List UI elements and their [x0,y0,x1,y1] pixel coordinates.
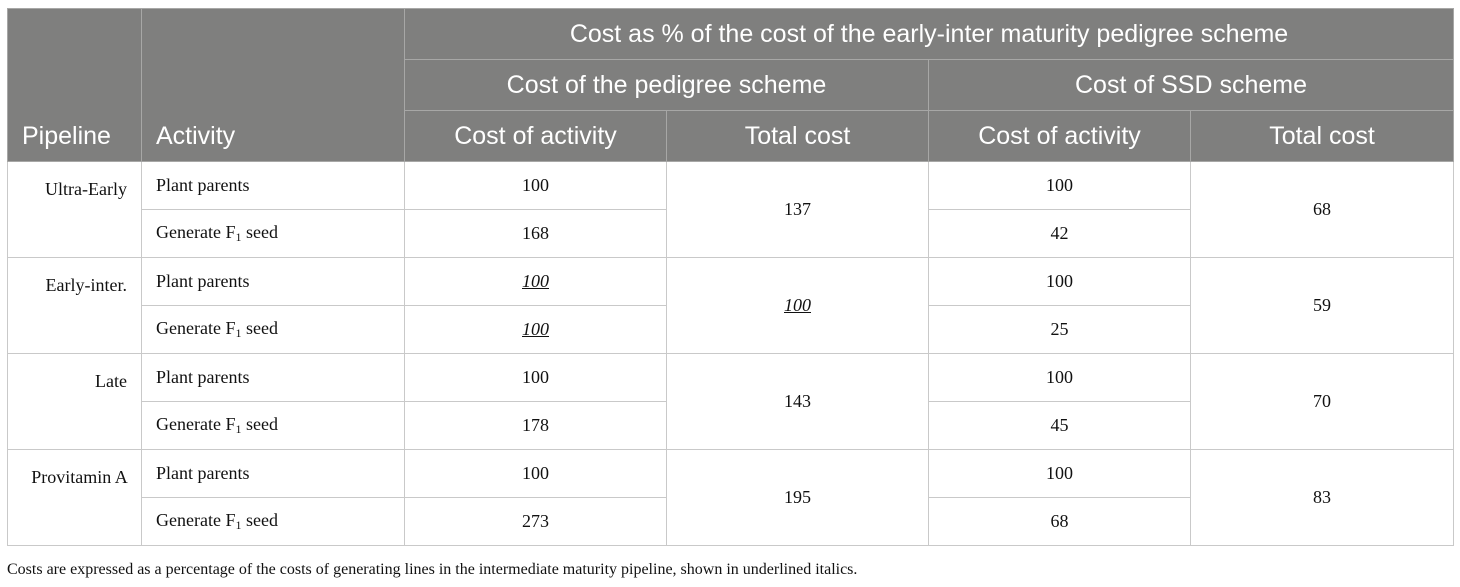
subscript: 1 [235,326,242,340]
ssd-total-cost: 70 [1189,353,1455,450]
ssd-activity-cost: 100 [928,161,1191,210]
pedigree-activity-cost: 100 [404,161,667,210]
ssd-activity-cost: 25 [928,305,1191,354]
pedigree-activity-cost: 273 [404,497,667,546]
activity-label-suffix: seed [241,414,278,434]
activity-cell: Generate F1 seed [141,401,405,450]
pipeline-cell: Ultra-Early [7,161,142,258]
ssd-total-cost: 68 [1189,161,1455,258]
ssd-activity-cost: 100 [928,257,1191,306]
subscript: 1 [235,518,242,532]
table-footnote: Costs are expressed as a percentage of t… [7,561,858,578]
activity-cell: Generate F1 seed [141,305,405,354]
table-header: Pipeline Activity Cost as % of the cost … [7,8,1455,162]
group-header: Cost as % of the cost of the early-inter… [403,8,1455,60]
ssd-activity-cost: 100 [928,449,1191,498]
pedigree-activity-cost: 168 [404,209,667,258]
pedigree-total-cost: 143 [666,353,929,450]
reference-value: 100 [784,295,811,315]
pedigree-total-cost: 195 [666,449,929,546]
activity-cell: Plant parents [141,257,405,306]
table-row: Provitamin A Plant parents 100 195 100 8… [7,449,1455,546]
subscript: 1 [235,422,242,436]
ssd-activity-cost: 68 [928,497,1191,546]
pipeline-cell: Provitamin A [7,449,142,546]
table-row: Generate F1 seed 100 25 [8,305,1454,354]
reference-value: 100 [522,319,549,339]
activity-cell: Plant parents [141,353,405,402]
pedigree-activity-cost: 100 [404,353,667,402]
activity-label-suffix: seed [241,318,278,338]
activity-label: Generate F [156,414,236,434]
pipeline-cell: Late [7,353,142,450]
pedigree-activity-cost: 100 [404,449,667,498]
ssd-activity-cost: 100 [928,353,1191,402]
pedigree-activity-cost: 100 [404,257,667,306]
table-row: Generate F1 seed 273 68 [8,497,1454,546]
pedigree-scheme-header: Cost of the pedigree scheme [404,59,929,111]
pedigree-total-cost: 137 [666,161,929,258]
pedigree-activity-cost: 100 [404,305,667,354]
table-body: Ultra-Early Plant parents 100 137 100 68… [7,161,1455,546]
pipeline-cell: Early-inter. [7,257,142,354]
table-row: Late Plant parents 100 143 100 70 [7,353,1455,450]
ssd-total-cost: 59 [1189,257,1455,354]
activity-label: Generate F [156,510,236,530]
activity-label-suffix: seed [241,222,278,242]
ssd-scheme-header: Cost of SSD scheme [927,59,1455,111]
pipeline-header: Pipeline [7,8,142,162]
ssd-activity-cost-header: Cost of activity [928,110,1191,162]
reference-value: 100 [522,271,549,291]
activity-header: Activity [141,8,405,162]
pedigree-activity-cost-header: Cost of activity [404,110,667,162]
cost-table: Pipeline Activity Cost as % of the cost … [7,8,1455,546]
table-row: Early-inter. Plant parents 100 100 100 5… [7,257,1455,354]
activity-label: Generate F [156,222,236,242]
pedigree-total-cost: 100 [666,257,929,354]
activity-cell: Generate F1 seed [141,209,405,258]
table-row: Generate F1 seed 168 42 [8,209,1454,258]
activity-cell: Plant parents [141,161,405,210]
subscript: 1 [235,230,242,244]
ssd-activity-cost: 42 [928,209,1191,258]
activity-label: Generate F [156,318,236,338]
pedigree-activity-cost: 178 [404,401,667,450]
table-row: Ultra-Early Plant parents 100 137 100 68 [7,161,1455,258]
activity-cell: Plant parents [141,449,405,498]
cost-table-container: Pipeline Activity Cost as % of the cost … [7,8,1455,546]
ssd-total-cost: 83 [1189,449,1455,546]
ssd-total-cost-header: Total cost [1189,110,1455,162]
activity-cell: Generate F1 seed [141,497,405,546]
ssd-activity-cost: 45 [928,401,1191,450]
pedigree-total-cost-header: Total cost [666,110,929,162]
activity-label-suffix: seed [241,510,278,530]
